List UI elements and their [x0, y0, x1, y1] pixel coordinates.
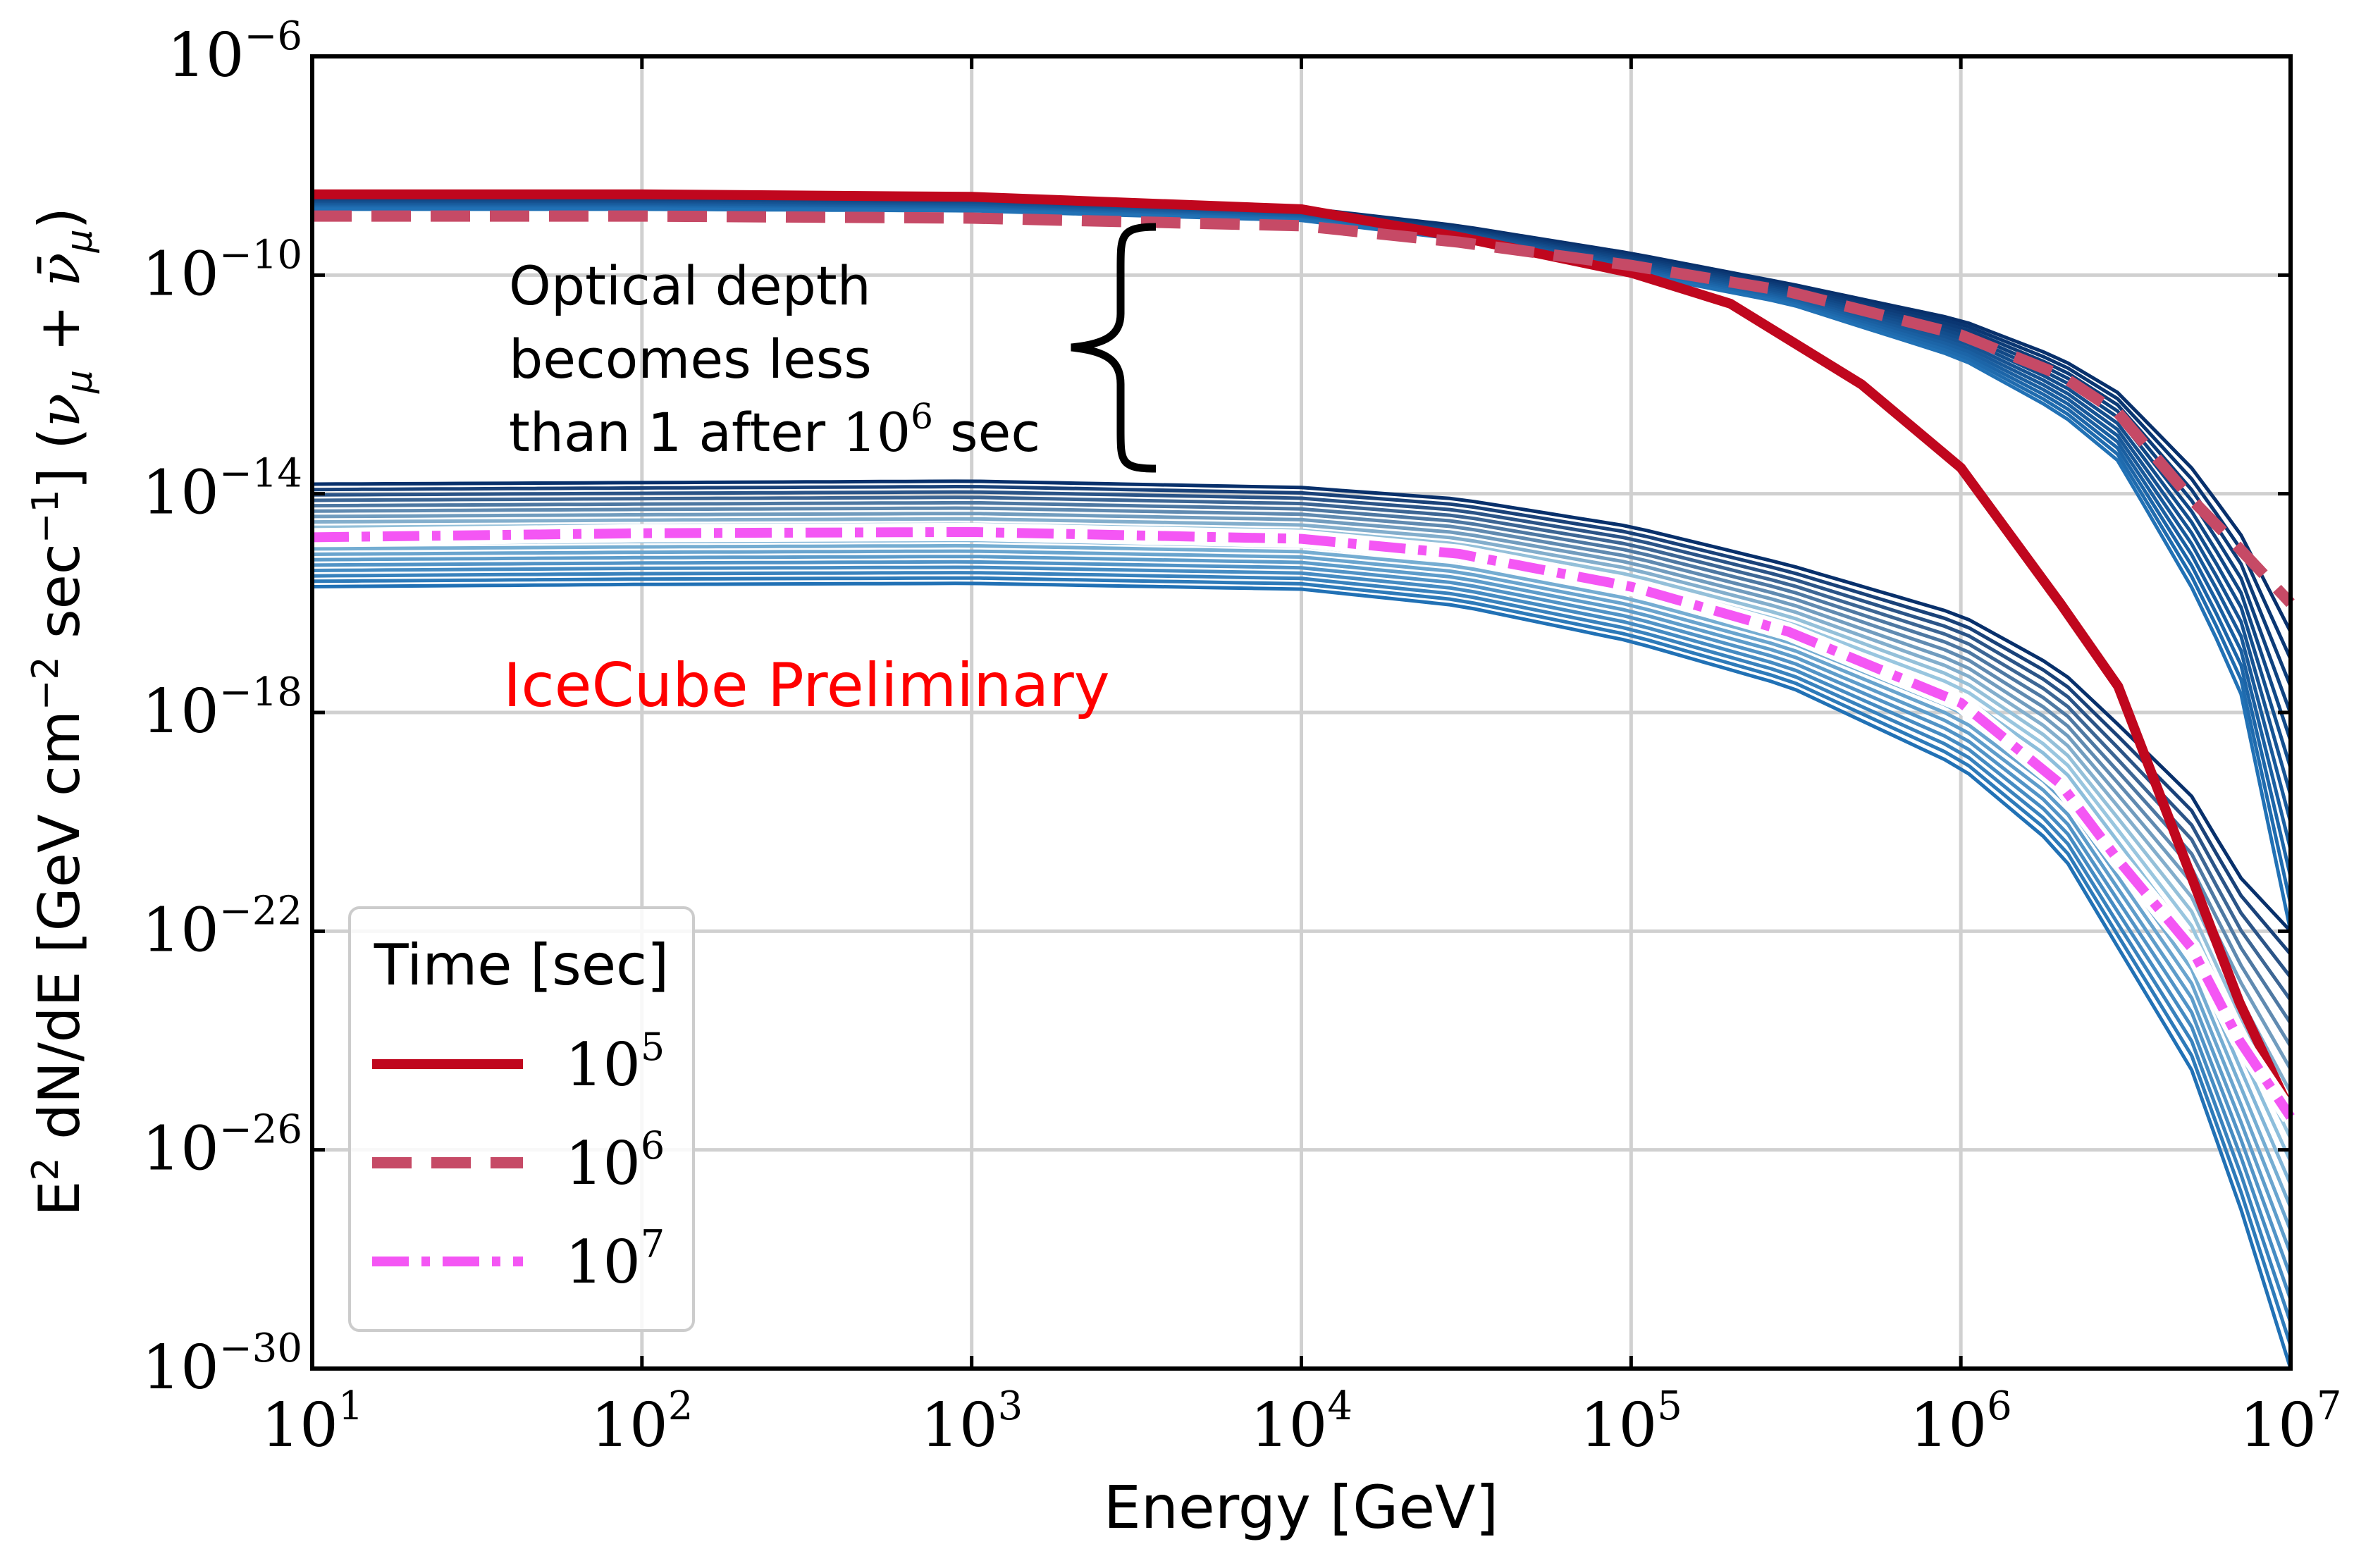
x-tick-label-5: 106: [1910, 1383, 2012, 1461]
legend-entries: 105 106 107: [372, 1025, 665, 1297]
x-tick-label-0: 101: [261, 1383, 363, 1461]
y-label-E-exp: 2: [25, 1157, 67, 1180]
y-tick-label-3: 10−18: [142, 669, 302, 747]
y-label-nu: ν: [27, 393, 92, 428]
annotation-line-3: than 1 after 106 sec: [509, 396, 1040, 464]
band-lower-curve-14: [312, 555, 2293, 1254]
y-label-close: ): [27, 207, 92, 229]
y-label-mid: dN/dE [GeV cm: [27, 710, 92, 1157]
plot-frame: [310, 54, 2293, 1371]
band-lower-curve-5: [312, 506, 2293, 1048]
x-axis-label: Energy [GeV]: [1104, 1473, 1499, 1542]
legend-label-1: 106: [565, 1123, 665, 1198]
band-lower-curve-2: [312, 490, 2292, 979]
y-tick-labels: 10−30 10−26 10−22 10−18 10−14 10−10 10−6: [142, 13, 302, 1403]
y-label-sec-exp: −1: [25, 489, 67, 543]
band-lower-curve-13: [312, 549, 2293, 1231]
annotation-line-3-pre: than 1 after: [509, 401, 842, 464]
x-tick-label-6: 107: [2239, 1383, 2341, 1461]
x-tick-labels: 101 102 103 104 105 106 107: [261, 1383, 2341, 1461]
y-axis-label: E2 dN/dE [GeV cm−2 sec−1] (νμ + ν̄μ): [25, 207, 101, 1216]
band-lower-curve-1: [312, 484, 2292, 956]
annotation-exp: 6: [911, 396, 933, 437]
band-lower-curve-17: [312, 571, 2293, 1323]
band-lower-curve-6: [312, 512, 2293, 1070]
legend-title: Time [sec]: [374, 932, 670, 998]
band-lower-curve-16: [312, 565, 2293, 1300]
watermark-text: IceCube Preliminary: [503, 650, 1110, 721]
y-tick-label-5: 10−10: [142, 232, 302, 309]
y-tick-label-0: 10−30: [142, 1326, 302, 1403]
y-tick-label-1: 10−26: [142, 1107, 302, 1185]
legend-label-2: 107: [565, 1222, 665, 1297]
band-lower-curve-0: [312, 479, 2292, 933]
band-lower-curve-7: [312, 517, 2293, 1094]
y-tick-label-4: 10−14: [142, 451, 302, 529]
y-label-plus: +: [27, 287, 92, 370]
y-label-cm-exp: −2: [25, 656, 67, 710]
legend-box: [348, 906, 695, 1332]
band-lower-curve-4: [312, 500, 2293, 1025]
series-line-0: [312, 189, 2296, 1114]
series-line-1: [312, 210, 2295, 607]
annotation-line-3-post: sec: [933, 401, 1040, 464]
annotation-base: 10: [842, 401, 911, 464]
legend-label-0: 105: [565, 1025, 665, 1099]
band-lower-curve-15: [312, 560, 2293, 1278]
x-tick-label-3: 104: [1250, 1383, 1352, 1461]
y-label-sec: sec: [27, 543, 92, 656]
optical-depth-annotation: Optical depth becomes less than 1 after …: [509, 254, 1040, 464]
legend: Time [sec] 105 106 107: [348, 906, 695, 1332]
series-lines: [312, 189, 2298, 1123]
y-label-tail: ] (: [27, 428, 92, 490]
band-lower-curve-19: [312, 581, 2293, 1369]
band-lower-curve-18: [312, 576, 2293, 1347]
band-lower-curve-3: [312, 495, 2293, 1001]
x-tick-label-4: 105: [1580, 1383, 1682, 1461]
curly-brace: [1071, 223, 1157, 473]
y-label-mu-bar: μ: [58, 229, 101, 253]
x-tick-label-2: 103: [920, 1383, 1023, 1461]
y-label-nubar: ν̄: [27, 252, 92, 287]
x-tick-label-1: 102: [591, 1383, 693, 1461]
y-label-E: E: [27, 1180, 92, 1216]
annotation-line-2: becomes less: [509, 328, 872, 390]
y-tick-label-2: 10−22: [142, 888, 302, 965]
annotation-line-1: Optical depth: [509, 254, 871, 317]
y-label-mu: μ: [58, 370, 101, 394]
series-line-2: [312, 526, 2295, 1120]
y-tick-label-6: 10−6: [167, 13, 302, 91]
band-upper-curve-11: [312, 207, 2293, 932]
